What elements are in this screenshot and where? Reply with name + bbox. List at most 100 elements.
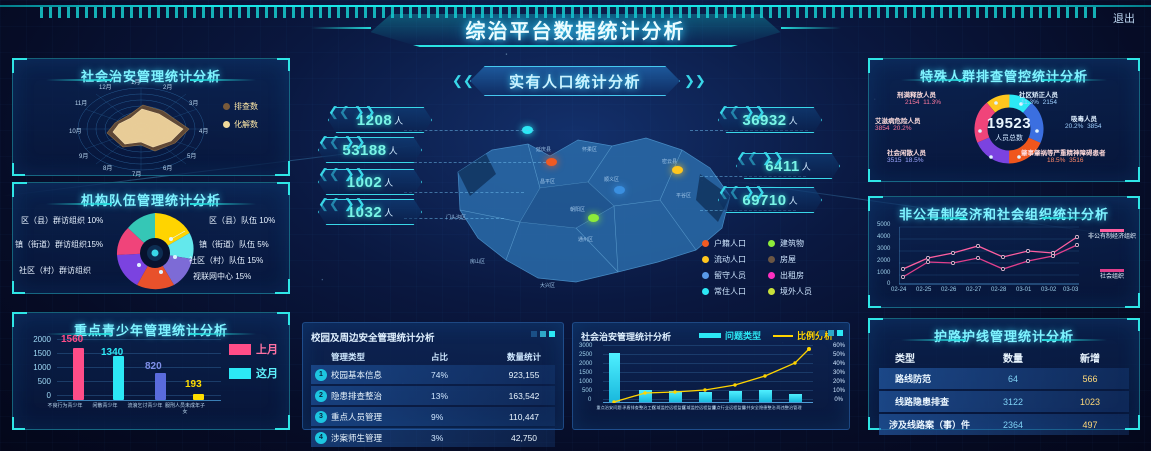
top-divider-line (0, 5, 1151, 7)
panel-special-group: 特殊人群排查管控统计分析 19523 人员总数 刑满释放人员 2154 11.3… (868, 58, 1140, 182)
map-marker-liushou[interactable] (614, 186, 625, 194)
map-marker-huji[interactable] (546, 158, 557, 166)
legend-dot-icon (702, 272, 709, 279)
pie-label-county-petition: 区（县）群访组织 10% (21, 216, 104, 225)
badge-value: 6411 (765, 157, 800, 175)
control-square-2-icon (828, 330, 834, 336)
x-label-public-safety: 公共安全隐患整治 (742, 405, 776, 410)
donut-center-value: 19523 (986, 115, 1032, 132)
row-index: 2 (311, 389, 331, 402)
public-order-plot-area (603, 345, 813, 403)
radar-label-jul: 7月 (132, 172, 142, 178)
badge-value: 36932 (742, 111, 787, 129)
x-label-key-public-order: 重点治安问题 (596, 405, 622, 410)
youth-plot-area: 1560 1340 820 193 (57, 334, 221, 401)
y-tick-3000: 3000 (579, 343, 593, 349)
y-tick-0: 0 (887, 281, 891, 287)
leader-line-3 (404, 192, 524, 193)
page-title-container: 综治平台数据统计分析 (370, 14, 781, 47)
bar-public-safety-hazard (759, 390, 772, 402)
cell-type: 路线防范 (895, 374, 932, 384)
table-row[interactable]: 2 隐患排查整治 13% 163,542 (311, 386, 555, 405)
legend-item-private-economy: 非公有制经济组织 (1087, 229, 1137, 241)
page-title: 综治平台数据统计分析 (465, 21, 686, 43)
cell-type: 涉及线路案（事）件 (889, 420, 971, 430)
y-tick-1500: 1500 (33, 349, 51, 358)
leader-line-1 (404, 130, 534, 131)
table-row[interactable]: 涉及线路案（事）件 2364 497 (879, 414, 1129, 435)
donut-value-mental-disorder: 18.5% 3516 (1047, 157, 1084, 164)
control-square-1-icon (531, 331, 537, 337)
bar-value-820: 820 (145, 361, 162, 372)
title-rule-right (189, 79, 256, 81)
table-row[interactable]: 4 涉案师生管理 3% 42,750 (311, 428, 555, 447)
legend-label: 问题类型 (725, 331, 762, 341)
railway-table: 类型 数量 新增 路线防范 64 566 线路隐患排查 3122 1023 涉及… (879, 347, 1129, 435)
cell-type: 线路隐患排查 (895, 397, 950, 407)
x-label-conflict-inspection: 矛盾排查整治工作 (622, 405, 656, 410)
legend-label: 户籍人口 (714, 239, 746, 248)
table-header-row: 管理类型 占比 数量统计 (311, 349, 555, 365)
panel-controls[interactable] (819, 330, 843, 336)
panel-campus: 校园及周边安全管理统计分析 管理类型 占比 数量统计 1 校园基本信息 74% … (302, 322, 564, 447)
legend-label: 流动人口 (714, 255, 746, 264)
badge-unit: 人 (394, 115, 404, 126)
table-row[interactable]: 线路隐患排查 3122 1023 (879, 391, 1129, 412)
badge-unit: 人 (801, 161, 811, 172)
cell-count: 64 (1007, 373, 1018, 384)
panel-controls[interactable] (531, 331, 555, 337)
radar-label-apr: 4月 (199, 129, 209, 135)
title-rule-left (46, 203, 113, 205)
donut-value-drug-user: 20.2% 3854 (1065, 123, 1102, 130)
pareto-line-svg (612, 347, 811, 403)
pie-label-town-petition: 镇（街道）群访组织15% (15, 240, 104, 249)
exit-button[interactable]: 退出 (1113, 13, 1135, 25)
economy-line-chart: 5000 4000 3000 2000 1000 0 (877, 222, 1079, 293)
legend-label: 留守人员 (714, 271, 746, 280)
map-marker-jianzhu[interactable] (588, 214, 599, 222)
economy-line-svg (899, 226, 1079, 285)
title-wing-right (780, 27, 841, 29)
panel-economy: 非公有制经济和社会组织统计分析 5000 4000 3000 2000 1000… (868, 196, 1140, 308)
table-header-row: 类型 数量 新增 (879, 347, 1129, 368)
cell-count: 110,447 (508, 411, 540, 422)
bar-key-public-order-issue (609, 353, 620, 402)
radar-label-sep: 9月 (79, 154, 89, 160)
bar-idle-youth (113, 356, 124, 400)
control-square-3-icon (549, 331, 555, 337)
col-header-ratio: 占比 (431, 352, 449, 362)
donut-value-idle-social: 3515 18.5% (887, 157, 924, 164)
map-legend-item-liushou: 留守人员 (702, 270, 746, 281)
panel-youth-title: 重点青少年管理统计分析 (73, 323, 228, 338)
map-marker-liudong[interactable] (672, 166, 683, 174)
control-square-2-icon (540, 331, 546, 337)
map-legend-item-liudong: 流动人口 (702, 254, 746, 265)
legend-dot-icon (223, 103, 230, 110)
donut-label-idle-social: 社会闲散人员 (887, 150, 926, 157)
legend-label: 上月 (256, 344, 278, 356)
legend-swatch-icon (229, 343, 251, 355)
row-index: 4 (311, 431, 331, 444)
bar-illegal-management (789, 394, 802, 402)
title-rule-right (1041, 217, 1107, 219)
panel-social-security-title: 社会治安管理统计分析 (80, 69, 221, 84)
legend-item-ratio-analysis: 比例分析 (773, 329, 833, 342)
bar-value-193: 193 (185, 379, 202, 390)
radar-label-aug: 8月 (103, 166, 113, 172)
y2-tick-40: 40% (832, 361, 845, 367)
table-row[interactable]: 1 校园基本信息 74% 923,155 (311, 365, 555, 384)
table-row[interactable]: 路线防范 64 566 (879, 368, 1129, 389)
cell-added: 566 (1082, 373, 1098, 384)
table-row[interactable]: 3 重点人员管理 9% 110,447 (311, 407, 555, 426)
legend-label: 常住人口 (714, 287, 746, 296)
title-rule-right (189, 333, 256, 335)
x-tick-0224: 02-24 (891, 287, 907, 293)
panel-railway-title: 护路护线管理统计分析 (933, 329, 1074, 344)
